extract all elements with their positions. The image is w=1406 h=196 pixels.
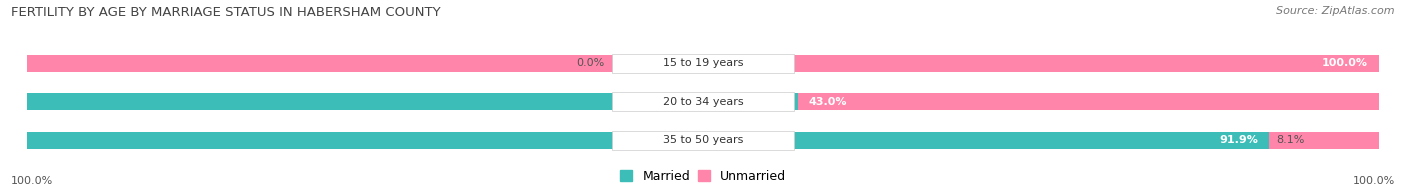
Bar [27, 93, 797, 110]
Text: FERTILITY BY AGE BY MARRIAGE STATUS IN HABERSHAM COUNTY: FERTILITY BY AGE BY MARRIAGE STATUS IN H… [11, 6, 441, 19]
Bar [1270, 132, 1379, 149]
Text: 57.0%: 57.0% [748, 97, 787, 107]
Text: 100.0%: 100.0% [1322, 58, 1368, 68]
Bar [27, 55, 1379, 72]
Text: 15 to 19 years: 15 to 19 years [662, 58, 744, 68]
Bar [27, 132, 1270, 149]
Bar [612, 93, 794, 111]
Bar [27, 132, 1379, 149]
Legend: Married, Unmarried: Married, Unmarried [614, 165, 792, 188]
Text: 43.0%: 43.0% [808, 97, 846, 107]
Text: 100.0%: 100.0% [1353, 176, 1395, 186]
Text: 0.0%: 0.0% [576, 58, 605, 68]
Text: Source: ZipAtlas.com: Source: ZipAtlas.com [1277, 6, 1395, 16]
Text: 8.1%: 8.1% [1277, 135, 1305, 145]
Bar [612, 54, 794, 73]
Text: 91.9%: 91.9% [1220, 135, 1258, 145]
Bar [612, 131, 794, 150]
Bar [27, 55, 1379, 72]
Text: 100.0%: 100.0% [11, 176, 53, 186]
Text: 35 to 50 years: 35 to 50 years [662, 135, 744, 145]
Text: 20 to 34 years: 20 to 34 years [662, 97, 744, 107]
Bar [797, 93, 1379, 110]
Bar [27, 93, 1379, 110]
